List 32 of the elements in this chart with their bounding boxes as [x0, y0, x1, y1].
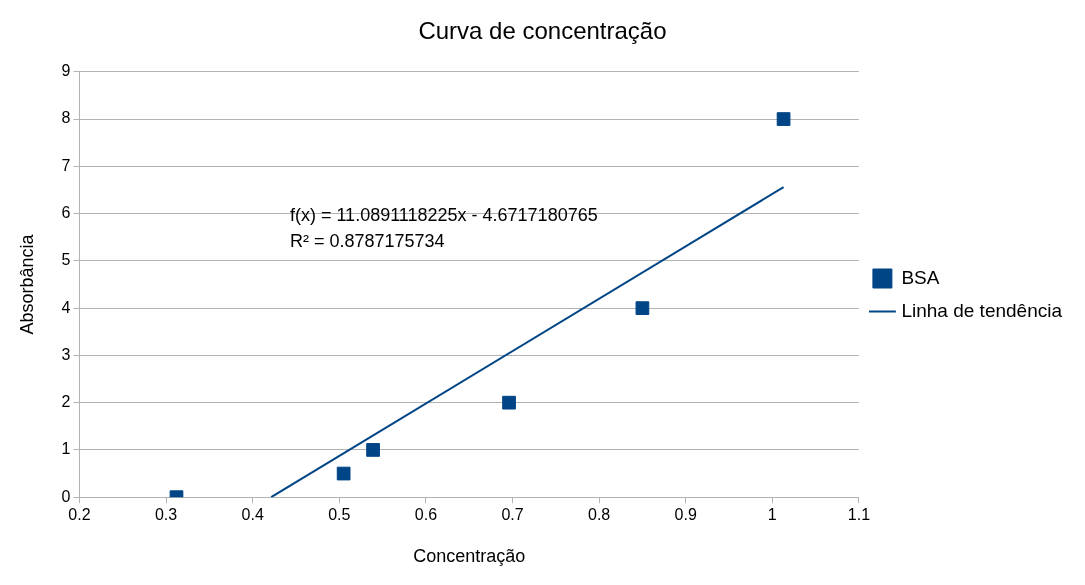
y-tick-label: 8 — [61, 109, 71, 127]
x-tick-label: 1 — [767, 506, 777, 524]
y-tick-label: 3 — [61, 345, 71, 363]
x-tick-label: 0.6 — [414, 506, 438, 524]
point — [366, 443, 380, 457]
x-tick-label: 0.4 — [241, 506, 264, 524]
legend-label: BSA — [901, 266, 940, 288]
y-tick-label: 1 — [61, 440, 71, 458]
x-tick-label: 0.8 — [587, 506, 611, 524]
point — [336, 466, 351, 481]
x-tick-label: 0.5 — [328, 506, 351, 524]
annotation: f(x) = 11.0891118225x - 4.6717180765 — [289, 204, 598, 225]
y-axis-title: Absorbância — [16, 233, 37, 335]
y-tick-label: 5 — [61, 251, 71, 269]
x-axis-title: Concentração — [413, 546, 526, 567]
y-tick-label: 0 — [61, 487, 71, 505]
x-tick-label: 0.2 — [68, 506, 91, 524]
chart-title: Curva de concentração — [418, 17, 667, 45]
y-tick-label: 9 — [61, 62, 71, 80]
y-tick-label: 2 — [61, 393, 71, 411]
x-tick-label: 1.1 — [847, 506, 871, 524]
point — [776, 112, 791, 126]
x-tick-label: 0.3 — [154, 506, 178, 524]
x-tick-label: 0.9 — [674, 506, 697, 524]
y-tick-label: 4 — [61, 298, 71, 316]
x-tick-label: 0.7 — [501, 506, 524, 524]
legend-label: Linha de tendência — [901, 299, 1063, 321]
point — [635, 301, 650, 315]
annotation: R² = 0.8787175734 — [289, 230, 445, 251]
y-tick-label: 7 — [61, 156, 71, 174]
y-tick-label: 6 — [61, 204, 71, 222]
point — [502, 395, 516, 410]
